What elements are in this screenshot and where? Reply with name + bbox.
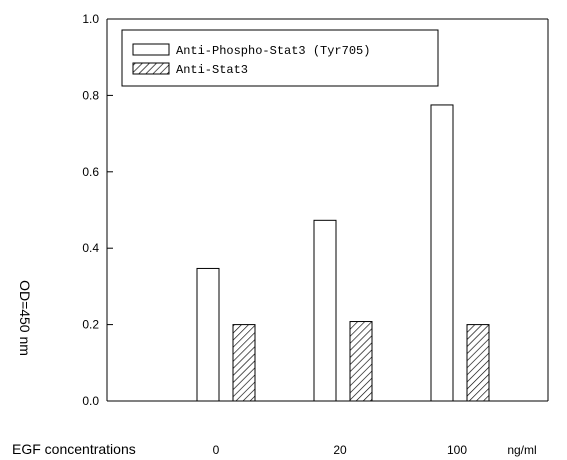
y-tick-label: 0.2 — [82, 318, 99, 332]
x-tick-label: 20 — [333, 443, 347, 457]
y-axis-ticks: 0.0 0.2 0.4 0.6 0.8 1.0 — [82, 12, 113, 408]
legend-swatch-open — [132, 43, 170, 56]
x-tick-label: 100 — [447, 443, 467, 457]
y-tick-label: 1.0 — [82, 12, 99, 26]
y-tick-label: 0.4 — [82, 241, 99, 255]
x-axis-unit: ng/ml — [507, 443, 536, 457]
y-tick-label: 0.8 — [82, 88, 99, 102]
y-axis-title: OD=450 nm — [17, 280, 33, 356]
y-tick-label: 0.6 — [82, 165, 99, 179]
bar-stat3-0 — [232, 324, 256, 402]
x-tick-label: 0 — [213, 443, 220, 457]
legend-label-phospho: Anti-Phospho-Stat3 (Tyr705) — [176, 44, 370, 58]
x-axis-title: EGF concentrations — [12, 441, 136, 457]
legend: Anti-Phospho-Stat3 (Tyr705) Anti-Stat3 — [121, 29, 439, 87]
legend-swatch-hatched — [132, 62, 170, 75]
bar-stat3-100 — [466, 324, 490, 402]
legend-label-stat3: Anti-Stat3 — [176, 63, 248, 77]
bar-phospho-stat3-100 — [430, 104, 454, 402]
y-tick-label: 0.0 — [82, 394, 99, 408]
bar-phospho-stat3-20 — [313, 219, 337, 402]
bars — [196, 104, 490, 402]
bar-stat3-20 — [349, 321, 373, 402]
bar-phospho-stat3-0 — [196, 267, 220, 402]
x-axis-tick-labels: 0 20 100 — [213, 443, 468, 457]
legend-box — [121, 29, 439, 87]
